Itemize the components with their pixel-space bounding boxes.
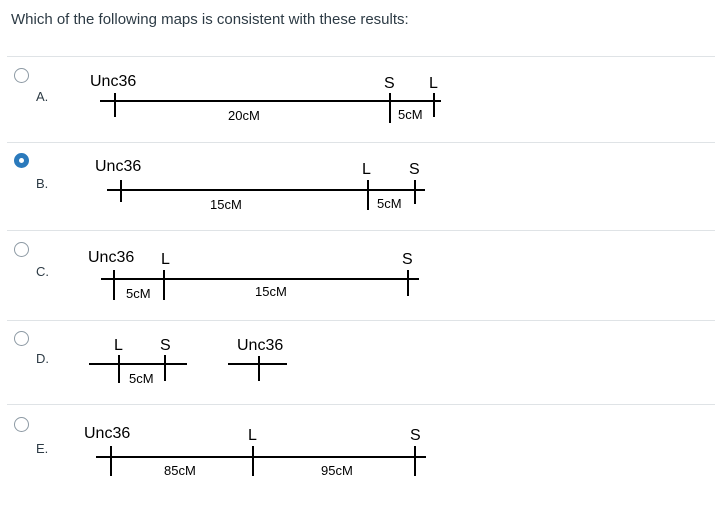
distance-label: 85cM (164, 463, 196, 478)
distance-label: 20cM (228, 108, 260, 123)
marker-tick-l (118, 355, 120, 383)
marker-tick-s (389, 93, 391, 123)
divider (7, 230, 715, 231)
chromosome-line (96, 456, 426, 458)
divider (7, 56, 715, 57)
map-label-unc36: Unc36 (88, 249, 135, 266)
distance-label: 5cM (398, 107, 423, 122)
option-letter-c: C. (36, 264, 49, 279)
question-text: Which of the following maps is consisten… (11, 11, 409, 28)
radio-option-c[interactable] (14, 242, 29, 257)
divider (7, 320, 715, 321)
marker-tick-s (407, 270, 409, 296)
marker-tick-unc36 (110, 446, 112, 476)
map-label-unc36: Unc36 (237, 337, 284, 354)
marker-tick-s (164, 355, 166, 381)
distance-label: 95cM (321, 463, 353, 478)
map-label-l: L (161, 251, 170, 268)
map-label-l: L (114, 337, 123, 354)
marker-tick-l (252, 446, 254, 476)
map-label-unc36: Unc36 (84, 425, 131, 442)
divider (7, 404, 715, 405)
marker-tick-s (414, 180, 416, 204)
map-label-s: S (409, 161, 420, 178)
radio-option-b[interactable] (14, 153, 29, 168)
chromosome-line (89, 363, 187, 365)
marker-tick-unc36 (120, 180, 122, 202)
map-label-l: L (429, 75, 438, 92)
radio-option-e[interactable] (14, 417, 29, 432)
option-letter-b: B. (36, 176, 49, 191)
distance-label: 5cM (377, 196, 402, 211)
radio-option-d[interactable] (14, 331, 29, 346)
marker-tick-unc36 (258, 356, 260, 381)
map-label-s: S (384, 75, 395, 92)
marker-tick-l (163, 270, 165, 300)
marker-tick-unc36 (114, 93, 116, 117)
map-label-l: L (248, 427, 257, 444)
radio-option-a[interactable] (14, 68, 29, 83)
option-letter-a: A. (36, 89, 49, 104)
option-letter-e: E. (36, 441, 49, 456)
marker-tick-l (433, 93, 435, 117)
chromosome-line (100, 100, 441, 102)
map-label-unc36: Unc36 (90, 73, 137, 90)
map-label-s: S (410, 427, 421, 444)
distance-label: 5cM (129, 371, 154, 386)
option-letter-d: D. (36, 351, 49, 366)
divider (7, 142, 715, 143)
distance-label: 5cM (126, 286, 151, 301)
marker-tick-s (414, 446, 416, 476)
marker-tick-l (367, 180, 369, 210)
chromosome-line-unc36 (228, 363, 287, 365)
map-label-s: S (402, 251, 413, 268)
map-label-s: S (160, 337, 171, 354)
chromosome-line (107, 189, 425, 191)
distance-label: 15cM (210, 197, 242, 212)
chromosome-line (101, 278, 419, 280)
marker-tick-unc36 (113, 270, 115, 300)
distance-label: 15cM (255, 284, 287, 299)
map-label-unc36: Unc36 (95, 158, 142, 175)
map-label-l: L (362, 161, 371, 178)
